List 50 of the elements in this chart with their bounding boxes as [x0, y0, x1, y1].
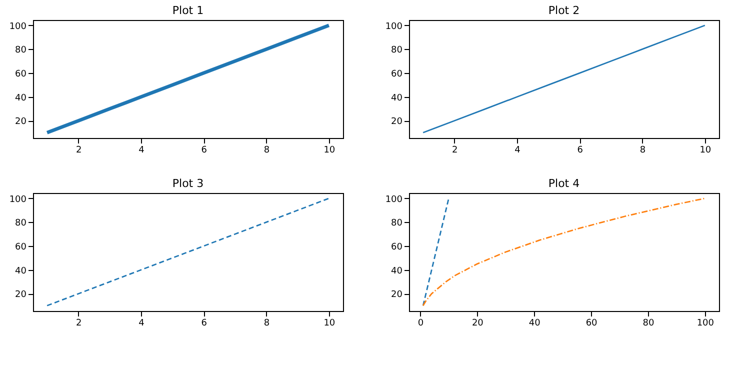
y-tick-label: 60 [15, 242, 27, 253]
chart-title: Plot 3 [172, 177, 204, 190]
y-tick-label: 40 [15, 266, 27, 276]
x-tick-label: 80 [642, 318, 654, 328]
x-tick-label: 60 [586, 318, 598, 328]
y-tick-label: 60 [391, 70, 403, 80]
x-tick-label: 4 [138, 146, 145, 156]
y-tick-label: 40 [391, 93, 403, 104]
chart-title: Plot 1 [172, 4, 204, 17]
y-tick-label: 100 [385, 22, 403, 32]
y-tick-label: 40 [15, 93, 27, 104]
x-tick-label: 4 [514, 146, 521, 156]
y-tick-label: 20 [15, 290, 27, 300]
y-tick-label: 100 [385, 194, 403, 205]
line-series [422, 198, 450, 306]
x-tick-label: 20 [472, 318, 484, 328]
y-tick-label: 20 [391, 290, 403, 300]
x-tick-label: 100 [696, 318, 714, 328]
x-tick-label: 2 [76, 318, 82, 328]
x-tick-label: 0 [418, 318, 424, 328]
line-series [422, 24, 706, 134]
x-tick-label: 8 [264, 146, 270, 156]
x-tick-label: 2 [452, 146, 458, 156]
x-tick-label: 10 [324, 146, 336, 156]
x-tick-label: 2 [76, 146, 82, 156]
chart-title: Plot 2 [548, 4, 580, 17]
x-tick-label: 8 [640, 146, 646, 156]
x-tick-label: 40 [528, 318, 541, 328]
y-tick-label: 80 [391, 218, 403, 229]
x-tick-label: 8 [264, 318, 270, 328]
y-tick-label: 80 [15, 46, 27, 56]
y-tick-label: 40 [391, 266, 403, 276]
line-series [46, 198, 330, 306]
y-tick-label: 100 [9, 194, 27, 205]
x-tick-label: 10 [324, 318, 336, 328]
x-tick-label: 6 [577, 146, 584, 156]
x-tick-label: 6 [201, 318, 208, 328]
y-tick-label: 60 [391, 242, 403, 253]
y-tick-label: 100 [9, 22, 27, 32]
x-tick-label: 10 [700, 146, 712, 156]
x-tick-label: 6 [201, 146, 208, 156]
line-series [422, 198, 706, 306]
y-tick-label: 60 [15, 70, 27, 80]
y-tick-label: 80 [15, 218, 27, 229]
line-series [45, 24, 331, 134]
y-tick-label: 80 [391, 46, 403, 56]
chart-title: Plot 4 [548, 177, 580, 190]
y-tick-label: 20 [15, 117, 27, 128]
y-tick-label: 20 [391, 117, 403, 128]
x-tick-label: 4 [138, 318, 145, 328]
